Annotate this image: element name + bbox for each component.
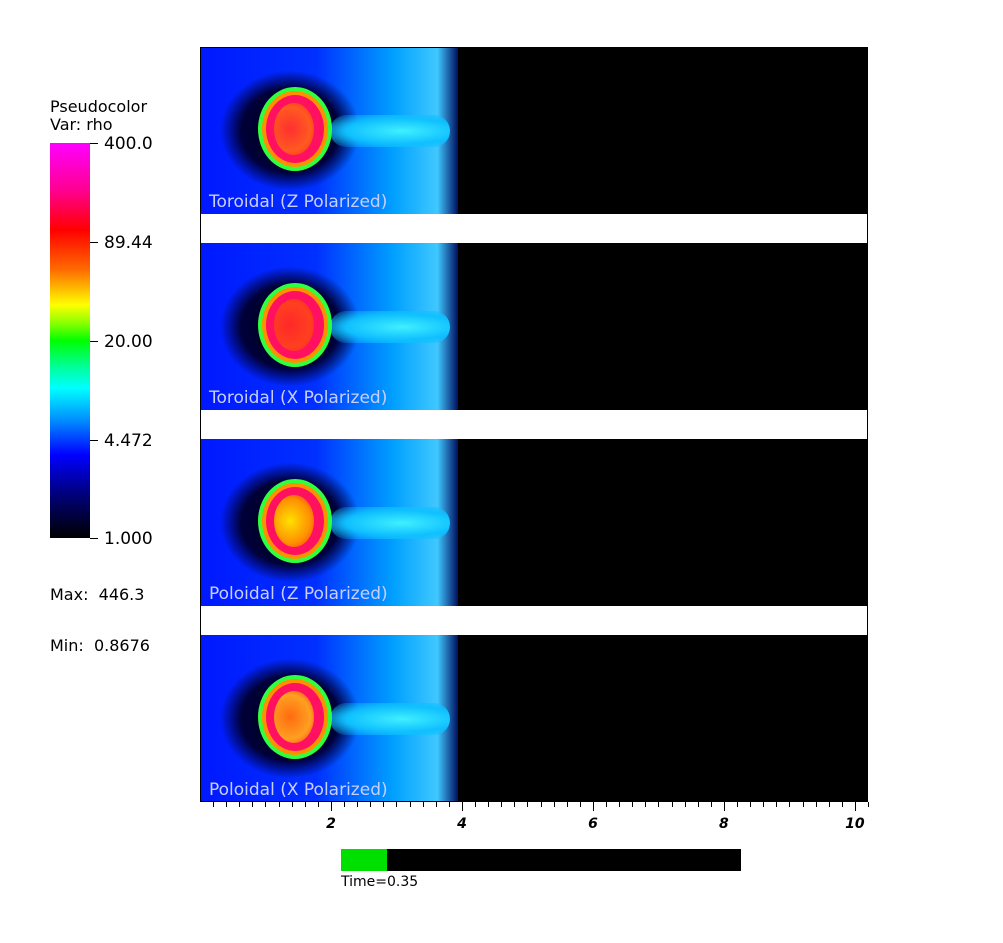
x-minor-tick <box>435 802 437 807</box>
x-minor-tick <box>514 802 516 807</box>
x-minor-tick <box>606 802 608 807</box>
x-minor-tick <box>841 802 843 807</box>
x-major-tick <box>592 802 594 811</box>
x-tick-label: 4 <box>457 816 467 832</box>
colorbar-tick-label: 1.000 <box>104 529 153 549</box>
x-minor-tick <box>776 802 778 807</box>
shell-core <box>274 691 314 743</box>
time-label: Time=0.35 <box>341 874 419 890</box>
shell-core <box>274 495 314 547</box>
x-minor-tick <box>488 802 490 807</box>
x-tick-label: 2 <box>326 816 336 832</box>
x-minor-tick <box>291 802 293 807</box>
x-minor-tick <box>802 802 804 807</box>
x-minor-tick <box>697 802 699 807</box>
x-minor-tick <box>789 802 791 807</box>
x-minor-tick <box>357 802 359 807</box>
x-major-tick <box>854 802 856 811</box>
panel-label: Toroidal (X Polarized) <box>209 388 388 408</box>
x-minor-tick <box>317 802 319 807</box>
x-major-tick <box>723 802 725 811</box>
colorbar-tick <box>90 538 98 539</box>
x-minor-tick <box>475 802 477 807</box>
x-minor-tick <box>553 802 555 807</box>
x-minor-tick <box>540 802 542 807</box>
colorbar-tick-label: 89.44 <box>104 233 153 253</box>
x-minor-tick <box>252 802 254 807</box>
x-minor-tick <box>226 802 228 807</box>
colorbar-tick <box>90 242 98 243</box>
panel-label: Poloidal (Z Polarized) <box>209 584 388 604</box>
max-value: Max: 446.3 <box>50 585 145 604</box>
x-major-tick <box>330 802 332 811</box>
shell-core <box>274 103 314 155</box>
shell-core <box>274 299 314 351</box>
plot-panel: Poloidal (Z Polarized) <box>200 439 868 606</box>
x-tick-label: 8 <box>719 816 729 832</box>
x-major-tick <box>461 802 463 811</box>
colorbar-tick-label: 400.0 <box>104 134 153 154</box>
jet-plume <box>330 703 450 735</box>
legend-title-line2: Var: rho <box>50 115 113 134</box>
x-minor-tick <box>370 802 372 807</box>
time-progress-bar <box>341 849 741 871</box>
x-minor-tick <box>579 802 581 807</box>
legend-title-line1: Pseudocolor <box>50 97 148 116</box>
x-minor-tick <box>632 802 634 807</box>
x-minor-tick <box>868 802 869 807</box>
jet-plume <box>330 115 450 147</box>
x-minor-tick <box>383 802 385 807</box>
colorbar-tick <box>90 143 98 144</box>
colorbar-tick <box>90 440 98 441</box>
x-minor-tick <box>304 802 306 807</box>
x-minor-tick <box>815 802 817 807</box>
x-minor-tick <box>710 802 712 807</box>
x-minor-tick <box>239 802 241 807</box>
panel-label: Poloidal (X Polarized) <box>209 780 388 800</box>
x-minor-tick <box>645 802 647 807</box>
colorbar-tick-label: 20.00 <box>104 332 153 352</box>
x-minor-tick <box>684 802 686 807</box>
x-minor-tick <box>409 802 411 807</box>
x-minor-tick <box>671 802 673 807</box>
colorbar-tick-label: 4.472 <box>104 431 153 451</box>
x-minor-tick <box>619 802 621 807</box>
x-minor-tick <box>213 802 215 807</box>
x-minor-tick <box>344 802 346 807</box>
x-minor-tick <box>265 802 267 807</box>
x-minor-tick <box>566 802 568 807</box>
jet-plume <box>330 311 450 343</box>
panel-label: Toroidal (Z Polarized) <box>209 192 388 212</box>
min-value: Min: 0.8676 <box>50 636 150 655</box>
x-minor-tick <box>501 802 503 807</box>
x-minor-tick <box>750 802 752 807</box>
x-axis: 2 4 6 8 10 <box>200 802 870 842</box>
x-minor-tick <box>658 802 660 807</box>
colorbar-gradient <box>50 143 90 538</box>
x-minor-tick <box>527 802 529 807</box>
plot-panel: Poloidal (X Polarized) <box>200 635 868 802</box>
time-progress-fill <box>341 849 387 871</box>
x-minor-tick <box>828 802 830 807</box>
jet-plume <box>330 507 450 539</box>
x-tick-label: 10 <box>845 816 865 832</box>
x-minor-tick <box>448 802 450 807</box>
legend-stats: Max: 446.3 Min: 0.8676 <box>50 552 150 688</box>
x-minor-tick <box>422 802 424 807</box>
colorbar-tick <box>90 341 98 342</box>
x-minor-tick <box>763 802 765 807</box>
x-minor-tick <box>737 802 739 807</box>
plot-panel: Toroidal (X Polarized) <box>200 243 868 410</box>
plot-panel: Toroidal (Z Polarized) <box>200 47 868 214</box>
x-minor-tick <box>278 802 280 807</box>
legend-title: Pseudocolor Var: rho <box>50 98 147 134</box>
x-minor-tick <box>396 802 398 807</box>
x-tick-label: 6 <box>588 816 598 832</box>
